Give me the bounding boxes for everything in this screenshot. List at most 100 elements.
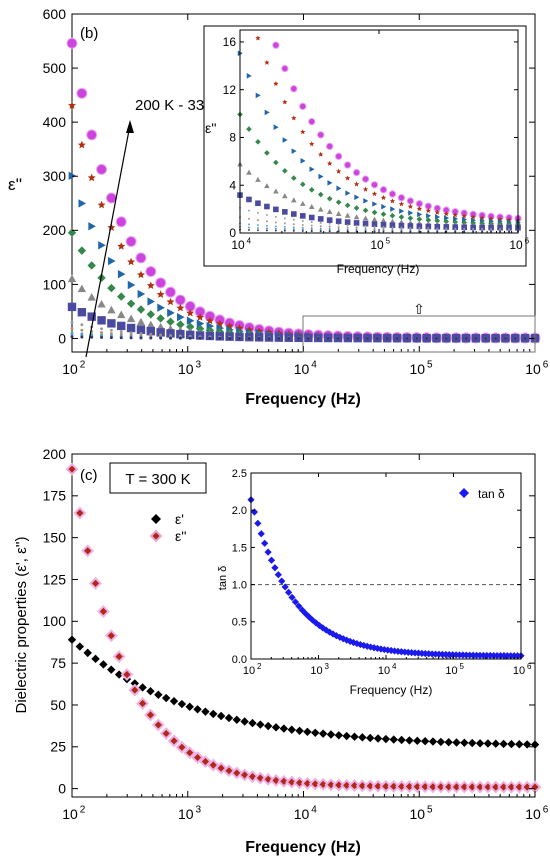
panel-c-eps1-point: [342, 731, 351, 741]
panel-c-inset-tan-delta-point: [397, 648, 405, 656]
panel-c-inset-tan-delta-point: [308, 616, 317, 624]
panel-b-inset-data-point: [416, 223, 423, 230]
panel-b-inset-data-point: [282, 193, 288, 199]
panel-c-eps1-point: [224, 713, 234, 723]
panel-b-inset-data-point: [461, 224, 467, 231]
panel-c-inset-y-tick-label: 2.5: [232, 468, 247, 480]
panel-b-inset-data-point: [317, 131, 325, 139]
panel-b-inset-data-point: [379, 186, 388, 194]
panel-b-data-point: [257, 336, 261, 340]
panel-b-inset-data-point: [292, 218, 295, 221]
panel-b-inset-data-point: [274, 221, 277, 224]
panel-c-eps1-point: [326, 730, 336, 739]
panel-b-data-point: [385, 336, 389, 340]
panel-c-eps1-point: [444, 738, 453, 747]
panel-c-inset-y-tick-label: 1.5: [232, 542, 247, 554]
panel-c-inset-y-tick-label: 1.0: [232, 579, 247, 591]
panel-b-temperature-arrow: [85, 124, 131, 358]
panel-b-inset-data-point: [400, 226, 403, 229]
panel-b-data-point: [76, 87, 88, 99]
panel-b-data-point: [80, 328, 84, 332]
panel-b-inset-data-point: [310, 224, 313, 227]
panel-c-inset-tan-delta-point: [295, 602, 303, 610]
panel-b-inset-data-point: [328, 227, 331, 230]
panel-b-data-point: [186, 316, 195, 325]
panel-c-y-tick-label: 100: [43, 613, 67, 629]
panel-c-eps1-point: [389, 735, 398, 744]
panel-b-data-point: [108, 256, 116, 266]
panel-c-eps1-point: [405, 736, 414, 745]
panel-c-eps2-point: [340, 778, 354, 792]
panel-c-x-tick-label: 10: [178, 806, 194, 822]
panel-b-data-point: [186, 322, 195, 332]
panel-b-inset-data-point: [362, 186, 369, 192]
panel-b-inset-data-point: [443, 224, 450, 230]
panel-b-inset-data-point: [452, 224, 459, 230]
panel-b-y-tick-label: 400: [43, 114, 67, 130]
panel-b-inset-data-point: [282, 137, 288, 143]
panel-b-data-point: [267, 336, 271, 340]
panel-b-inset-data-point: [407, 215, 414, 222]
panel-b-inset-x-tick-label: 10: [231, 238, 245, 252]
panel-b-data-point: [167, 308, 175, 318]
panel-b-data-point: [166, 317, 175, 326]
panel-b-data-point: [67, 302, 77, 312]
panel-c-eps1-point: [381, 734, 391, 744]
panel-b-inset-data-point: [362, 220, 369, 227]
panel-b-x-tick-label: 10: [62, 361, 78, 377]
panel-c-x-tick-exponent: 5: [427, 805, 433, 816]
panel-c-label: (c): [80, 467, 98, 484]
panel-b-inset-data-point: [434, 223, 441, 230]
panel-b-data-point: [218, 336, 222, 340]
panel-c-eps1-point: [107, 665, 116, 674]
panel-b-data-point: [169, 336, 172, 340]
panel-b-inset-data-point: [308, 117, 316, 126]
panel-b-inset-data-point: [301, 229, 304, 232]
panel-b-data-point: [174, 294, 186, 306]
panel-c-inset-legend-label: tan δ: [478, 487, 505, 501]
panel-b-inset-data-point: [443, 218, 450, 225]
panel-b-inset-data-point: [344, 212, 351, 218]
panel-b-inset-data-point: [391, 226, 394, 229]
panel-c-eps1-point: [232, 715, 241, 724]
panel-c-eps2-point: [308, 777, 322, 791]
panel-c-eps2-point: [73, 506, 87, 520]
panel-c-eps1-point: [318, 729, 328, 738]
panel-b-data-point: [176, 320, 185, 329]
panel-c-inset-tan-delta-point: [339, 635, 347, 643]
panel-b-inset-data-point: [291, 197, 297, 203]
panel-b-data-point: [157, 303, 165, 312]
panel-b-x-axis-label: Frequency (Hz): [245, 391, 361, 408]
panel-b-data-point: [435, 336, 438, 340]
panel-b-inset-data-point: [389, 218, 396, 224]
panel-b-data-point: [523, 336, 527, 340]
panel-c-inset-tan-delta-point: [329, 630, 337, 638]
panel-c-eps1-point: [530, 740, 540, 749]
panel-b-data-point: [156, 314, 165, 323]
panel-b-inset-data-point: [264, 59, 270, 65]
panel-b-inset-data-point: [461, 213, 467, 219]
panel-c-temperature-box: [109, 462, 207, 494]
panel-c-inset-x-tick-exponent: 4: [392, 662, 397, 671]
panel-b-inset-data-point: [388, 190, 397, 198]
panel-c-eps2-point: [144, 708, 157, 722]
panel-c-inset-tan-delta-point: [349, 638, 358, 647]
panel-c-eps1-point: [138, 683, 147, 692]
panel-b-data-point: [513, 336, 517, 340]
panel-b-inset-data-point: [336, 168, 342, 174]
panel-c-eps1-point: [491, 739, 500, 748]
panel-b-data-point: [186, 330, 195, 340]
panel-b-inset-data-point: [506, 224, 512, 231]
panel-b-inset-data-point: [337, 230, 340, 233]
panel-b-data-point: [186, 308, 195, 317]
panel-b-inset-data-point: [345, 190, 351, 196]
panel-b-inset-frame: [239, 29, 519, 234]
panel-b-arrow-head: [126, 120, 134, 133]
panel-c-eps1-point: [216, 711, 226, 721]
panel-b-data-point: [306, 336, 310, 340]
panel-b-inset-data-point: [318, 151, 324, 157]
panel-c-eps2-point: [277, 774, 291, 788]
panel-b-inset-data-point: [299, 200, 306, 206]
panel-c-eps1-point: [83, 648, 92, 658]
